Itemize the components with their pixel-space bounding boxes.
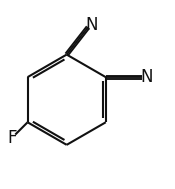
Text: N: N xyxy=(86,16,98,34)
Text: N: N xyxy=(141,68,153,86)
Text: F: F xyxy=(8,129,17,147)
